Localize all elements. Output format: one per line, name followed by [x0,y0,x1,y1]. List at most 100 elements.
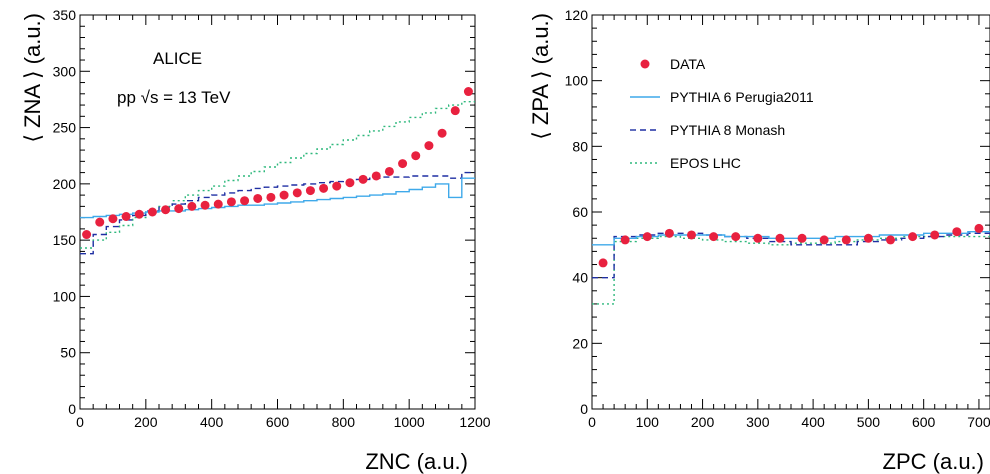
left-data-point [437,128,447,138]
left-series-pythia8-line [80,171,475,255]
left-y-tick-label: 250 [53,120,77,136]
right-series-pythia8-line [592,232,990,279]
right-data-point [753,233,763,243]
left-data-point [358,174,368,184]
left-data-point [253,193,263,203]
right-data-point [930,230,940,240]
left-data-point [95,217,105,227]
right-x-axis-title: ZPC (a.u.) [883,449,984,474]
legend-entry: EPOS LHC [670,155,741,171]
left-data-point [424,141,434,151]
right-y-tick-label: 20 [572,335,588,351]
right-data-point [775,233,785,243]
left-data-point [187,201,197,211]
right-series-epos-line [592,235,990,305]
right-x-tick-label: 700 [967,414,990,430]
right-data-point [908,232,918,242]
right-data-point [687,230,696,240]
left-plot-area [80,87,475,255]
left-data-point [226,197,236,207]
left-data-point [398,159,408,169]
right-data-point [598,258,608,268]
right-data-point [819,235,829,245]
left-x-tick-label: 1200 [459,414,490,430]
right-y-tick-label: 60 [572,204,588,220]
left-data-point [279,190,289,200]
left-data-point [450,106,460,116]
left-x-tick-label: 600 [266,414,290,430]
right-x-tick-label: 400 [801,414,825,430]
left-data-point [266,192,276,202]
left-data-point [147,207,157,217]
left-annotation-alice: ALICE [153,49,202,68]
right-axis-ticks: 0 100 200 300 400 500 600 700 0 20 40 60 80 100 120 [565,7,990,430]
left-y-tick-label: 0 [68,401,76,417]
left-data-point [411,151,421,161]
left-data-point [161,205,171,215]
right-panel: 0 100 200 300 400 500 600 700 0 20 40 60 80 100 120 DA… [528,7,990,474]
legend-entry: PYTHIA 6 Perugia2011 [670,89,814,105]
right-y-tick-label: 100 [565,73,589,89]
left-data-point [108,214,118,224]
left-y-tick-label: 150 [53,232,77,248]
left-x-tick-label: 200 [134,414,158,430]
right-data-point [886,235,895,245]
right-data-point [841,235,851,245]
right-x-tick-label: 0 [588,414,596,430]
left-data-point [319,183,329,193]
left-data-point [292,188,302,198]
right-data-point [709,232,719,242]
right-data-point [797,233,807,243]
right-data-point [731,232,741,242]
legend-entry: DATA [670,56,706,72]
left-data-point [134,209,144,219]
left-panel: 0 200 400 600 800 1000 1200 0 50 100 150 200 250 300 3… [20,7,491,474]
left-data-point [82,230,92,240]
left-y-tick-label: 350 [53,7,77,23]
left-data-point [371,171,381,181]
left-x-tick-label: 1000 [394,414,425,430]
right-data-point [642,232,652,242]
right-y-tick-label: 40 [572,270,588,286]
right-x-tick-label: 500 [857,414,881,430]
right-data-point [952,227,962,237]
left-data-point [384,166,394,176]
right-data-point [974,223,984,233]
left-axis-ticks: 0 200 400 600 800 1000 1200 0 50 100 150 200 250 300 3… [53,7,491,430]
left-annotation-energy: pp √s = 13 TeV [117,88,231,107]
right-x-tick-label: 100 [636,414,660,430]
left-data-point [240,196,250,206]
left-data-point [213,199,223,209]
left-x-tick-label: 800 [332,414,356,430]
left-y-tick-label: 200 [53,176,77,192]
left-y-tick-label: 100 [53,288,77,304]
right-y-tick-label: 80 [572,138,588,154]
legend: DATA PYTHIA 6 Perugia2011 PYTHIA 8 Monash E… [630,56,814,171]
legend-entry: PYTHIA 8 Monash [670,122,785,138]
right-plot-frame [591,14,990,410]
left-x-tick-label: 400 [200,414,224,430]
left-data-point [200,200,210,210]
left-x-tick-label: 0 [76,414,84,430]
left-data-point [121,212,131,222]
right-x-tick-label: 200 [691,414,715,430]
right-y-axis-title: ⟨ ZPA ⟩ (a.u.) [528,13,553,140]
right-data-point [664,228,674,238]
left-data-point [463,87,473,97]
right-x-tick-label: 600 [912,414,936,430]
left-y-tick-label: 300 [53,63,77,79]
left-data-point [305,186,315,196]
left-series-epos-line [80,101,475,249]
legend-marker-data [640,59,650,69]
right-data-point [863,233,873,243]
left-data-point [332,181,342,191]
right-y-tick-label: 120 [565,7,589,23]
left-data-point [174,204,184,214]
left-y-axis-title: ⟨ ZNA ⟩ (a.u.) [20,13,45,143]
left-series-pythia6-line [80,177,475,219]
left-x-axis-title: ZNC (a.u.) [365,449,468,474]
right-data-point [620,235,630,245]
left-y-tick-label: 50 [60,345,76,361]
left-data-point [345,178,355,188]
